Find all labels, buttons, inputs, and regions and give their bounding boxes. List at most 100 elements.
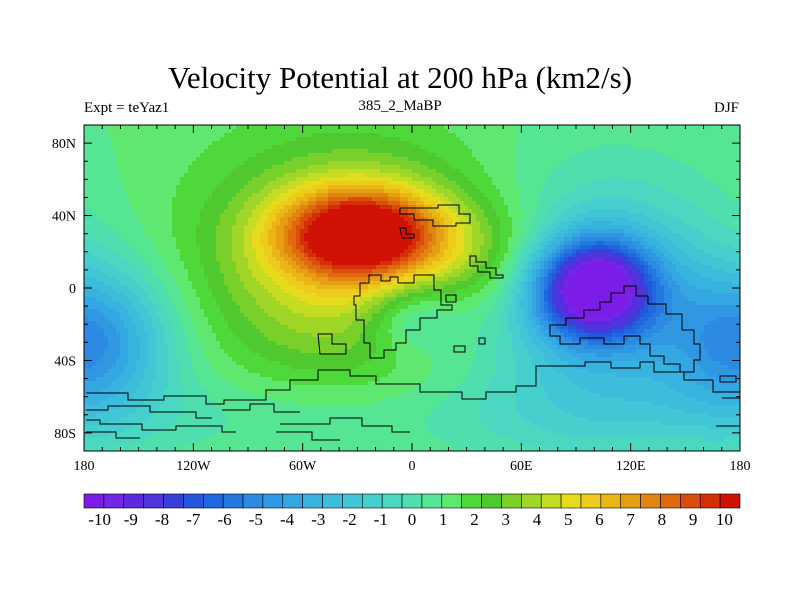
contour-cell: [564, 313, 569, 318]
contour-cell: [628, 265, 633, 270]
contour-cell: [516, 321, 525, 326]
contour-cell: [236, 125, 445, 130]
contour-cell: [124, 325, 137, 330]
colorbar-label: -10: [88, 510, 111, 529]
contour-cell: [732, 197, 740, 202]
contour-cell: [680, 273, 701, 278]
contour-cell: [540, 197, 561, 202]
contour-cell: [152, 321, 161, 326]
contour-cell: [556, 253, 561, 258]
contour-cell: [396, 313, 413, 318]
contour-cell: [544, 301, 549, 306]
contour-cell: [472, 237, 485, 242]
contour-cell: [656, 321, 669, 326]
contour-cell: [264, 169, 297, 174]
contour-cell: [560, 273, 565, 278]
contour-cell: [288, 217, 297, 222]
contour-cell: [508, 329, 521, 334]
contour-cell: [704, 249, 740, 254]
contour-cell: [124, 185, 177, 190]
contour-cell: [232, 293, 253, 298]
contour-cell: [136, 329, 145, 334]
contour-cell: [452, 269, 465, 274]
contour-cell: [280, 201, 293, 206]
contour-cell: [576, 269, 621, 274]
contour-cell: [484, 165, 517, 170]
contour-cell: [580, 265, 617, 270]
contour-cell: [240, 305, 261, 310]
contour-cell: [704, 325, 740, 330]
contour-cell: [136, 213, 173, 218]
contour-cell: [492, 229, 501, 234]
contour-cell: [516, 401, 553, 406]
contour-cell: [156, 289, 169, 294]
contour-cell: [84, 241, 101, 246]
contour-cell: [180, 377, 201, 382]
contour-cell: [260, 393, 401, 398]
contour-cell: [724, 257, 740, 262]
contour-cell: [488, 385, 517, 390]
contour-cell: [256, 253, 265, 258]
contour-cell: [168, 365, 181, 370]
contour-cell: [424, 225, 429, 230]
contour-cell: [128, 337, 141, 342]
contour-cell: [120, 253, 141, 258]
contour-cell: [556, 297, 561, 302]
contour-cell: [116, 149, 205, 154]
contour-cell: [544, 389, 589, 394]
contour-cell: [188, 269, 205, 274]
contour-cell: [284, 269, 297, 274]
contour-cell: [384, 185, 405, 190]
contour-cell: [316, 217, 405, 222]
contour-cell: [536, 249, 541, 254]
contour-cell: [568, 229, 581, 234]
contour-cell: [416, 225, 425, 230]
contour-cell: [560, 197, 593, 202]
contour-cell: [452, 189, 465, 194]
contour-cell: [424, 349, 477, 354]
contour-cell: [664, 209, 705, 214]
contour-cell: [448, 161, 481, 166]
contour-cell: [156, 293, 169, 298]
contour-cell: [684, 221, 721, 226]
contour-cell: [252, 213, 261, 218]
contour-cell: [196, 333, 217, 338]
contour-cell: [292, 293, 317, 298]
contour-cell: [244, 245, 253, 250]
contour-cell: [440, 269, 453, 274]
contour-cell: [280, 217, 289, 222]
contour-cell: [412, 253, 421, 258]
contour-cell: [552, 349, 565, 354]
contour-cell: [528, 233, 537, 238]
contour-cell: [208, 197, 233, 202]
contour-cell: [656, 281, 661, 286]
contour-cell: [644, 265, 649, 270]
contour-cell: [544, 245, 549, 250]
contour-cell: [412, 189, 425, 194]
contour-cell: [520, 221, 533, 226]
contour-cell: [84, 237, 93, 242]
contour-cell: [164, 389, 185, 394]
contour-cell: [272, 201, 281, 206]
contour-cell: [492, 205, 509, 210]
contour-cell: [664, 305, 673, 310]
contour-cell: [660, 221, 685, 226]
contour-cell: [176, 281, 193, 286]
contour-cell: [432, 369, 469, 374]
contour-cell: [628, 249, 637, 254]
contour-cell: [100, 289, 117, 294]
colorbar-swatch: [202, 493, 224, 509]
contour-cell: [328, 209, 393, 214]
contour-cell: [664, 297, 673, 302]
contour-cell: [436, 209, 445, 214]
contour-cell: [264, 269, 277, 274]
contour-cell: [292, 193, 305, 198]
contour-cell: [604, 241, 621, 246]
contour-cell: [612, 337, 629, 342]
colorbar-swatch: [660, 493, 681, 509]
contour-cell: [476, 345, 497, 350]
contour-cell: [400, 257, 409, 262]
contour-cell: [428, 149, 473, 154]
contour-cell: [440, 197, 449, 202]
contour-cell: [628, 253, 637, 258]
